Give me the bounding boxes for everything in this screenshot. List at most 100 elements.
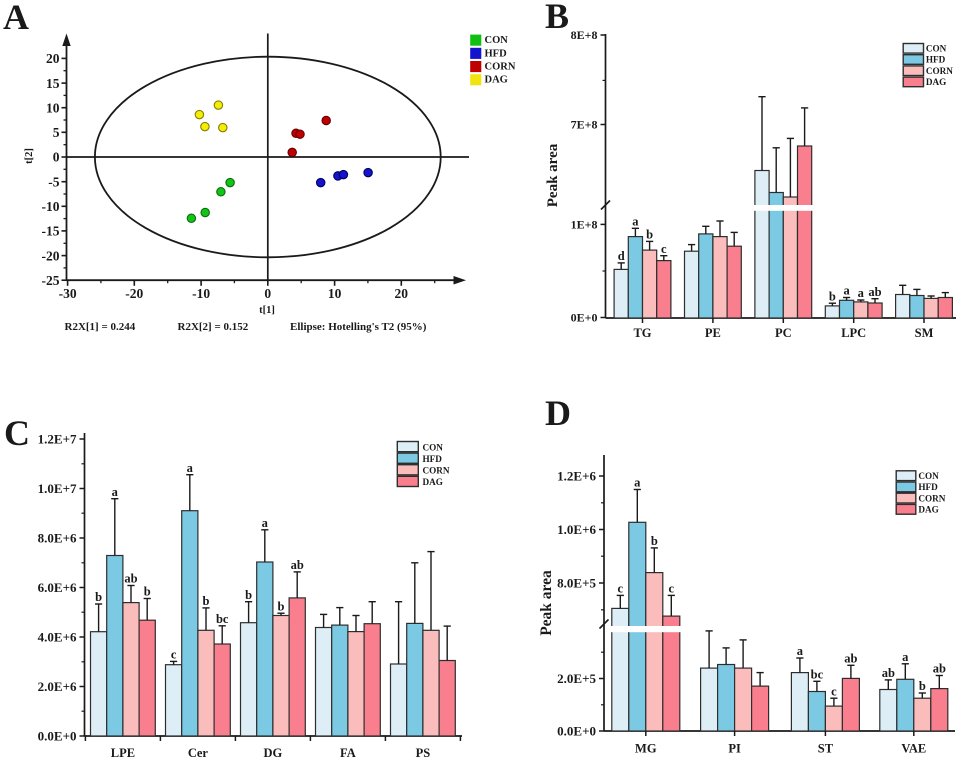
svg-text:Peak area: Peak area — [545, 143, 561, 207]
svg-text:Cer: Cer — [188, 746, 209, 760]
svg-text:CORN: CORN — [926, 66, 953, 76]
svg-text:SM: SM — [915, 326, 934, 340]
svg-text:-10: -10 — [192, 286, 210, 301]
svg-text:c: c — [669, 582, 675, 596]
svg-text:a: a — [902, 650, 909, 664]
svg-text:CON: CON — [485, 35, 509, 46]
svg-text:DAG: DAG — [423, 477, 443, 487]
svg-text:C: C — [4, 413, 30, 453]
svg-text:4.0E+6: 4.0E+6 — [38, 630, 77, 645]
svg-text:a: a — [112, 485, 119, 499]
svg-text:ab: ab — [882, 666, 895, 680]
svg-text:20: 20 — [395, 286, 409, 301]
svg-text:Ellipse: Hotelling's T2 (95%): Ellipse: Hotelling's T2 (95%) — [290, 321, 427, 333]
svg-text:d: d — [618, 249, 625, 263]
svg-text:b: b — [203, 594, 210, 608]
svg-text:ab: ab — [844, 652, 857, 666]
svg-text:CON: CON — [926, 43, 947, 53]
svg-text:b: b — [829, 289, 836, 303]
svg-text:0E+0: 0E+0 — [571, 311, 598, 325]
svg-text:t[2]: t[2] — [24, 148, 35, 164]
svg-text:TG: TG — [633, 326, 651, 340]
svg-text:HFD: HFD — [926, 55, 946, 65]
svg-text:A: A — [3, 0, 29, 37]
svg-text:c: c — [831, 684, 837, 698]
svg-text:a: a — [187, 461, 194, 475]
svg-text:MG: MG — [635, 742, 657, 756]
svg-text:CON: CON — [918, 471, 939, 481]
svg-text:HFD: HFD — [485, 48, 508, 59]
svg-text:CORN: CORN — [423, 466, 450, 476]
svg-text:5: 5 — [53, 125, 60, 140]
svg-text:-20: -20 — [42, 248, 60, 263]
svg-text:1.2E+6: 1.2E+6 — [557, 469, 596, 484]
svg-text:bc: bc — [811, 668, 824, 682]
svg-text:D: D — [545, 393, 571, 433]
svg-text:FA: FA — [340, 746, 356, 760]
svg-text:-25: -25 — [42, 273, 60, 288]
svg-text:10: 10 — [46, 100, 60, 115]
svg-text:ab: ab — [933, 662, 946, 676]
svg-text:0: 0 — [53, 150, 60, 165]
svg-text:15: 15 — [46, 76, 60, 91]
svg-text:0: 0 — [264, 286, 271, 301]
svg-text:10: 10 — [328, 286, 342, 301]
svg-text:b: b — [95, 590, 102, 604]
svg-text:8.0E+5: 8.0E+5 — [557, 576, 596, 591]
svg-text:a: a — [634, 476, 641, 490]
svg-text:b: b — [144, 585, 151, 599]
svg-text:ab: ab — [868, 285, 881, 299]
svg-text:bc: bc — [216, 612, 229, 626]
svg-text:DAG: DAG — [918, 505, 938, 515]
svg-text:-10: -10 — [42, 199, 60, 214]
svg-text:c: c — [661, 242, 667, 256]
svg-text:PS: PS — [416, 746, 431, 760]
svg-text:HFD: HFD — [423, 454, 443, 464]
svg-text:PC: PC — [775, 326, 792, 340]
svg-text:b: b — [646, 228, 653, 242]
svg-text:LPC: LPC — [841, 326, 866, 340]
svg-text:c: c — [171, 648, 177, 662]
svg-text:DAG: DAG — [926, 77, 946, 87]
svg-text:1E+8: 1E+8 — [571, 218, 598, 232]
svg-text:2.0E+6: 2.0E+6 — [38, 679, 77, 694]
svg-text:LPE: LPE — [111, 746, 135, 760]
svg-text:CORN: CORN — [918, 493, 945, 503]
svg-text:B: B — [545, 0, 569, 36]
svg-text:CON: CON — [423, 442, 444, 452]
svg-text:R2X[1] = 0.244: R2X[1] = 0.244 — [65, 321, 136, 333]
svg-text:b: b — [919, 679, 926, 693]
svg-text:a: a — [858, 286, 865, 300]
svg-text:0.0E+0: 0.0E+0 — [38, 729, 77, 744]
svg-text:6.0E+6: 6.0E+6 — [38, 580, 77, 595]
svg-text:2.0E+5: 2.0E+5 — [557, 671, 596, 686]
svg-text:a: a — [797, 644, 804, 658]
svg-text:t[1]: t[1] — [259, 305, 275, 316]
svg-text:HFD: HFD — [918, 482, 938, 492]
svg-text:0.0E+0: 0.0E+0 — [557, 724, 596, 739]
svg-text:a: a — [632, 215, 639, 229]
svg-text:-5: -5 — [48, 174, 59, 189]
svg-text:a: a — [843, 284, 850, 298]
svg-text:Peak area: Peak area — [538, 570, 555, 636]
svg-text:DG: DG — [264, 746, 283, 760]
svg-text:1.0E+7: 1.0E+7 — [38, 481, 77, 496]
svg-text:DAG: DAG — [485, 75, 508, 86]
svg-text:ab: ab — [124, 572, 137, 586]
svg-text:1.0E+6: 1.0E+6 — [557, 522, 596, 537]
svg-text:CORN: CORN — [485, 62, 516, 73]
svg-text:b: b — [278, 599, 285, 613]
svg-text:PE: PE — [705, 326, 721, 340]
svg-text:-30: -30 — [59, 286, 77, 301]
svg-text:a: a — [262, 516, 269, 530]
svg-text:c: c — [618, 582, 624, 596]
svg-text:R2X[2] = 0.152: R2X[2] = 0.152 — [178, 321, 249, 333]
svg-text:7E+8: 7E+8 — [571, 118, 598, 132]
svg-text:VAE: VAE — [901, 742, 926, 756]
svg-text:8E+8: 8E+8 — [571, 28, 598, 42]
svg-text:ab: ab — [291, 558, 304, 572]
svg-text:b: b — [651, 534, 658, 548]
svg-text:ST: ST — [818, 742, 834, 756]
svg-text:-15: -15 — [42, 224, 60, 239]
svg-text:PI: PI — [728, 742, 741, 756]
